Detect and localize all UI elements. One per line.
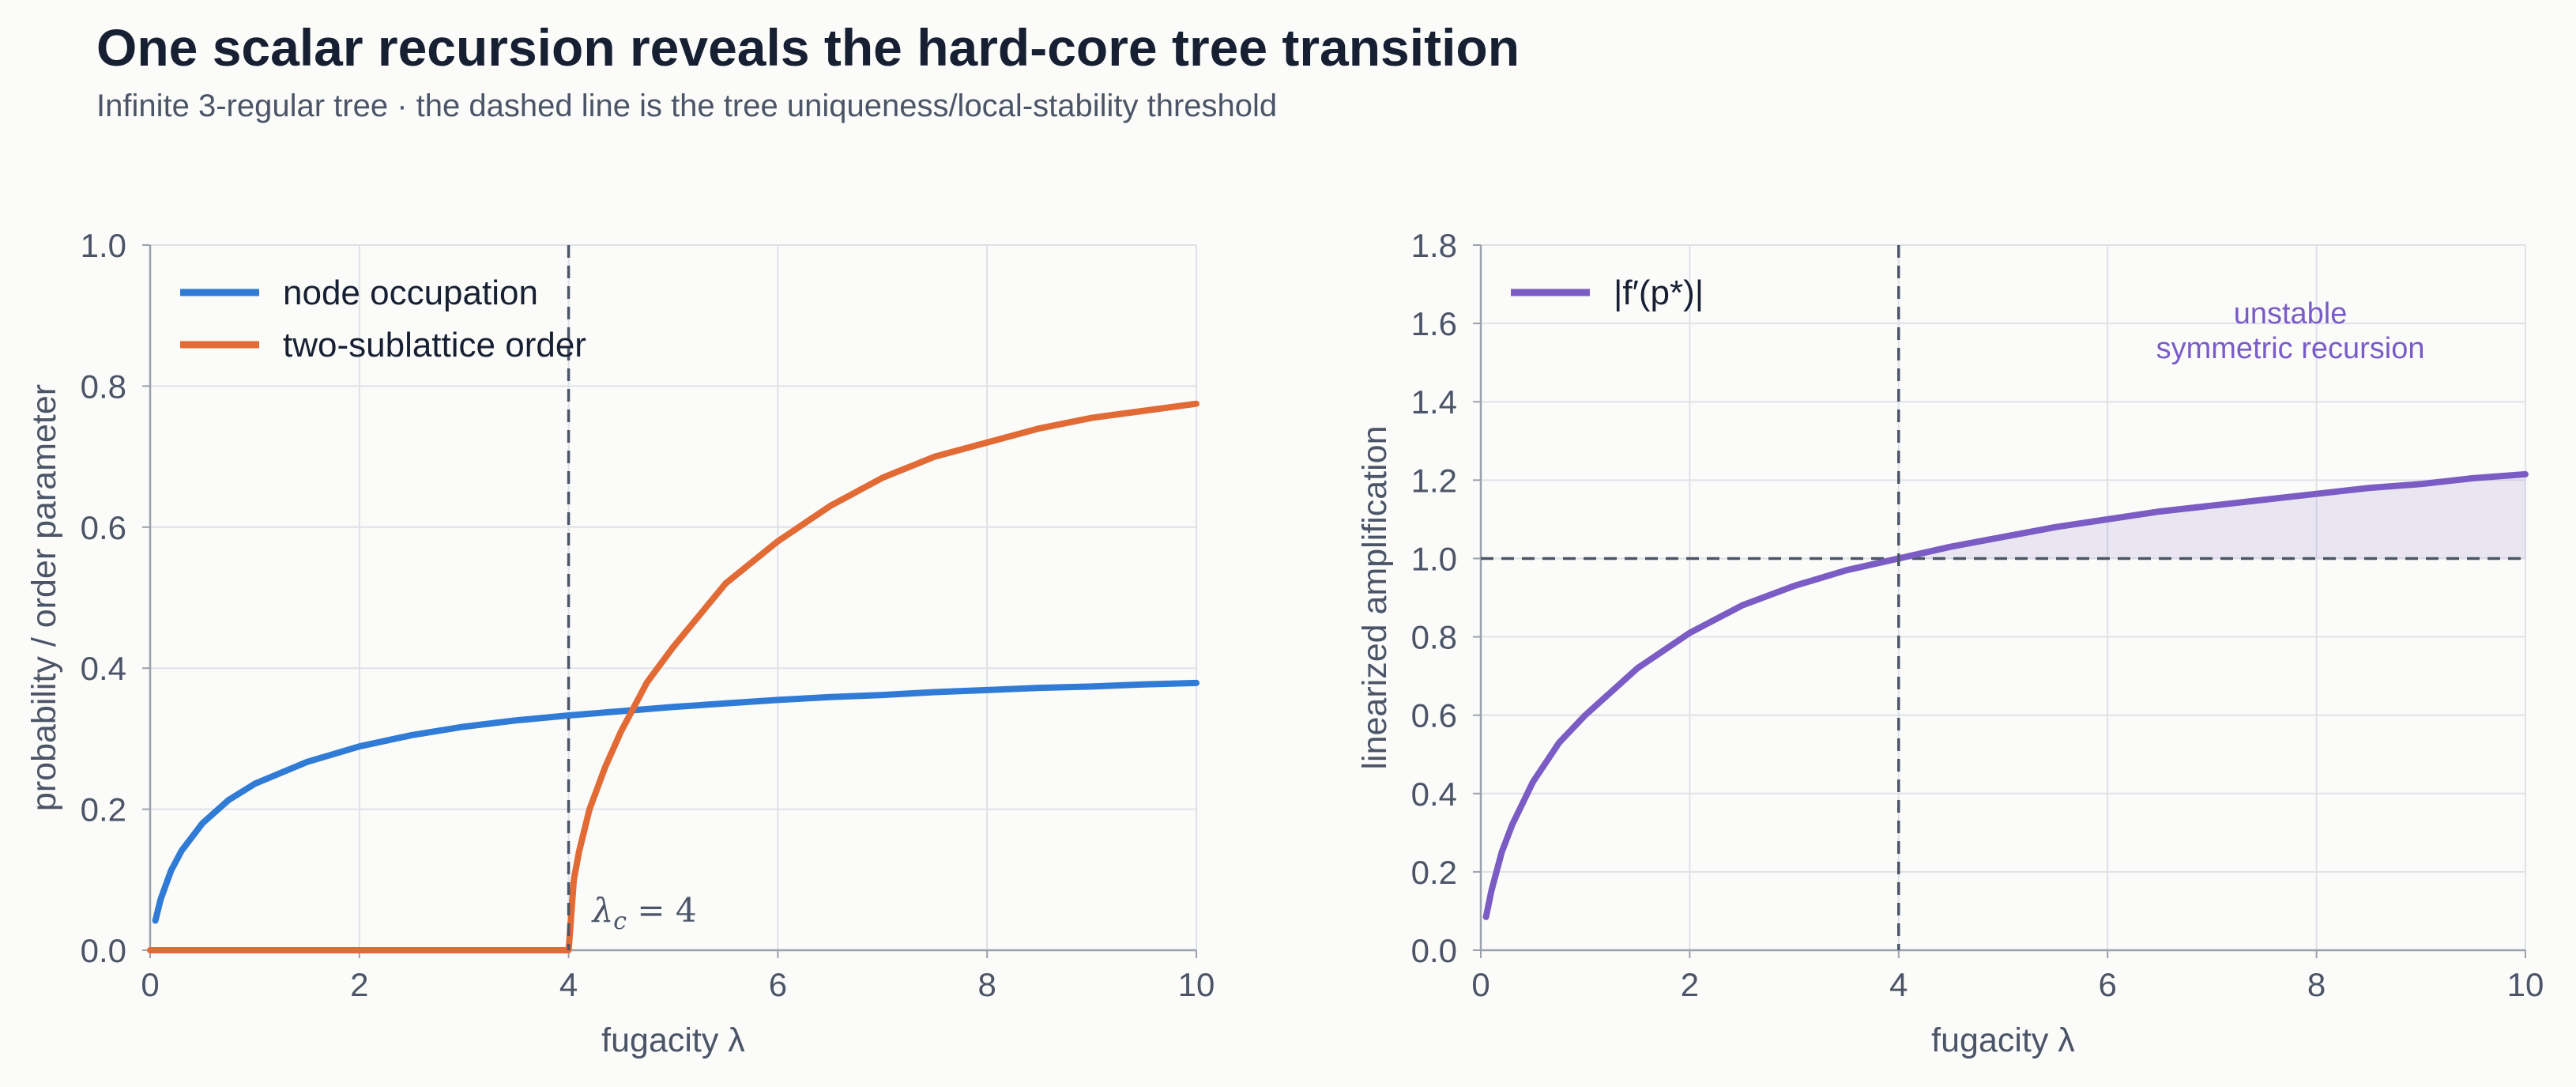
right-x-tick-label: 6: [2099, 966, 2117, 1003]
chart-title: One scalar recursion reveals the hard-co…: [96, 18, 1520, 77]
right-x-tick-label: 10: [2507, 966, 2544, 1003]
left-x-tick-label: 6: [769, 966, 787, 1003]
right-legend-label-0: |f′(p*)|: [1614, 274, 1704, 312]
left-x-tick-label: 4: [559, 966, 578, 1003]
left-threshold-annotation: λc = 4: [591, 891, 697, 935]
right-y-tick-label: 0.6: [1411, 697, 1457, 734]
left-legend-label-0: node occupation: [283, 274, 538, 312]
left-y-tick-label: 0.0: [81, 932, 126, 969]
right-unstable-annotation-line-1: symmetric recursion: [2156, 332, 2425, 365]
right-y-tick-label: 0.8: [1411, 619, 1457, 656]
left-x-axis-label: fugacity λ: [601, 1021, 745, 1059]
right-unstable-annotation-line-0: unstable: [2234, 297, 2348, 330]
left-y-tick-label: 0.4: [81, 650, 126, 687]
left-y-tick-label: 0.8: [81, 368, 126, 405]
right-x-tick-label: 0: [1471, 966, 1489, 1003]
right-unstable-shaded-region: [1898, 474, 2525, 559]
right-y-tick-label: 0.0: [1411, 932, 1457, 969]
right-y-tick-label: 1.0: [1411, 540, 1457, 577]
chart-subtitle: Infinite 3-regular tree · the dashed lin…: [96, 89, 1278, 123]
left-x-tick-label: 10: [1178, 966, 1215, 1003]
left-y-tick-label: 0.6: [81, 509, 126, 546]
right-x-tick-label: 4: [1889, 966, 1908, 1003]
left-y-tick-label: 1.0: [81, 227, 126, 264]
left-x-tick-label: 0: [141, 966, 159, 1003]
left-x-tick-label: 8: [978, 966, 996, 1003]
right-x-tick-label: 8: [2307, 966, 2326, 1003]
right-x-tick-label: 2: [1681, 966, 1699, 1003]
right-y-tick-label: 1.6: [1411, 305, 1457, 342]
right-y-tick-label: 1.8: [1411, 227, 1457, 264]
left-x-tick-label: 2: [350, 966, 368, 1003]
right-y-tick-label: 1.2: [1411, 462, 1457, 499]
left-y-tick-label: 0.2: [81, 791, 126, 828]
right-y-tick-label: 0.2: [1411, 854, 1457, 891]
left-series-line-1: [147, 400, 1199, 953]
right-y-tick-label: 0.4: [1411, 776, 1457, 813]
left-y-axis-label: probability / order parameter: [25, 384, 63, 811]
left-legend-label-1: two-sublattice order: [283, 326, 586, 364]
right-y-axis-label: linearized amplification: [1356, 426, 1394, 770]
right-x-axis-label: fugacity λ: [1931, 1021, 2075, 1059]
right-y-tick-label: 1.4: [1411, 383, 1457, 421]
left-series-line-0: [152, 679, 1199, 924]
